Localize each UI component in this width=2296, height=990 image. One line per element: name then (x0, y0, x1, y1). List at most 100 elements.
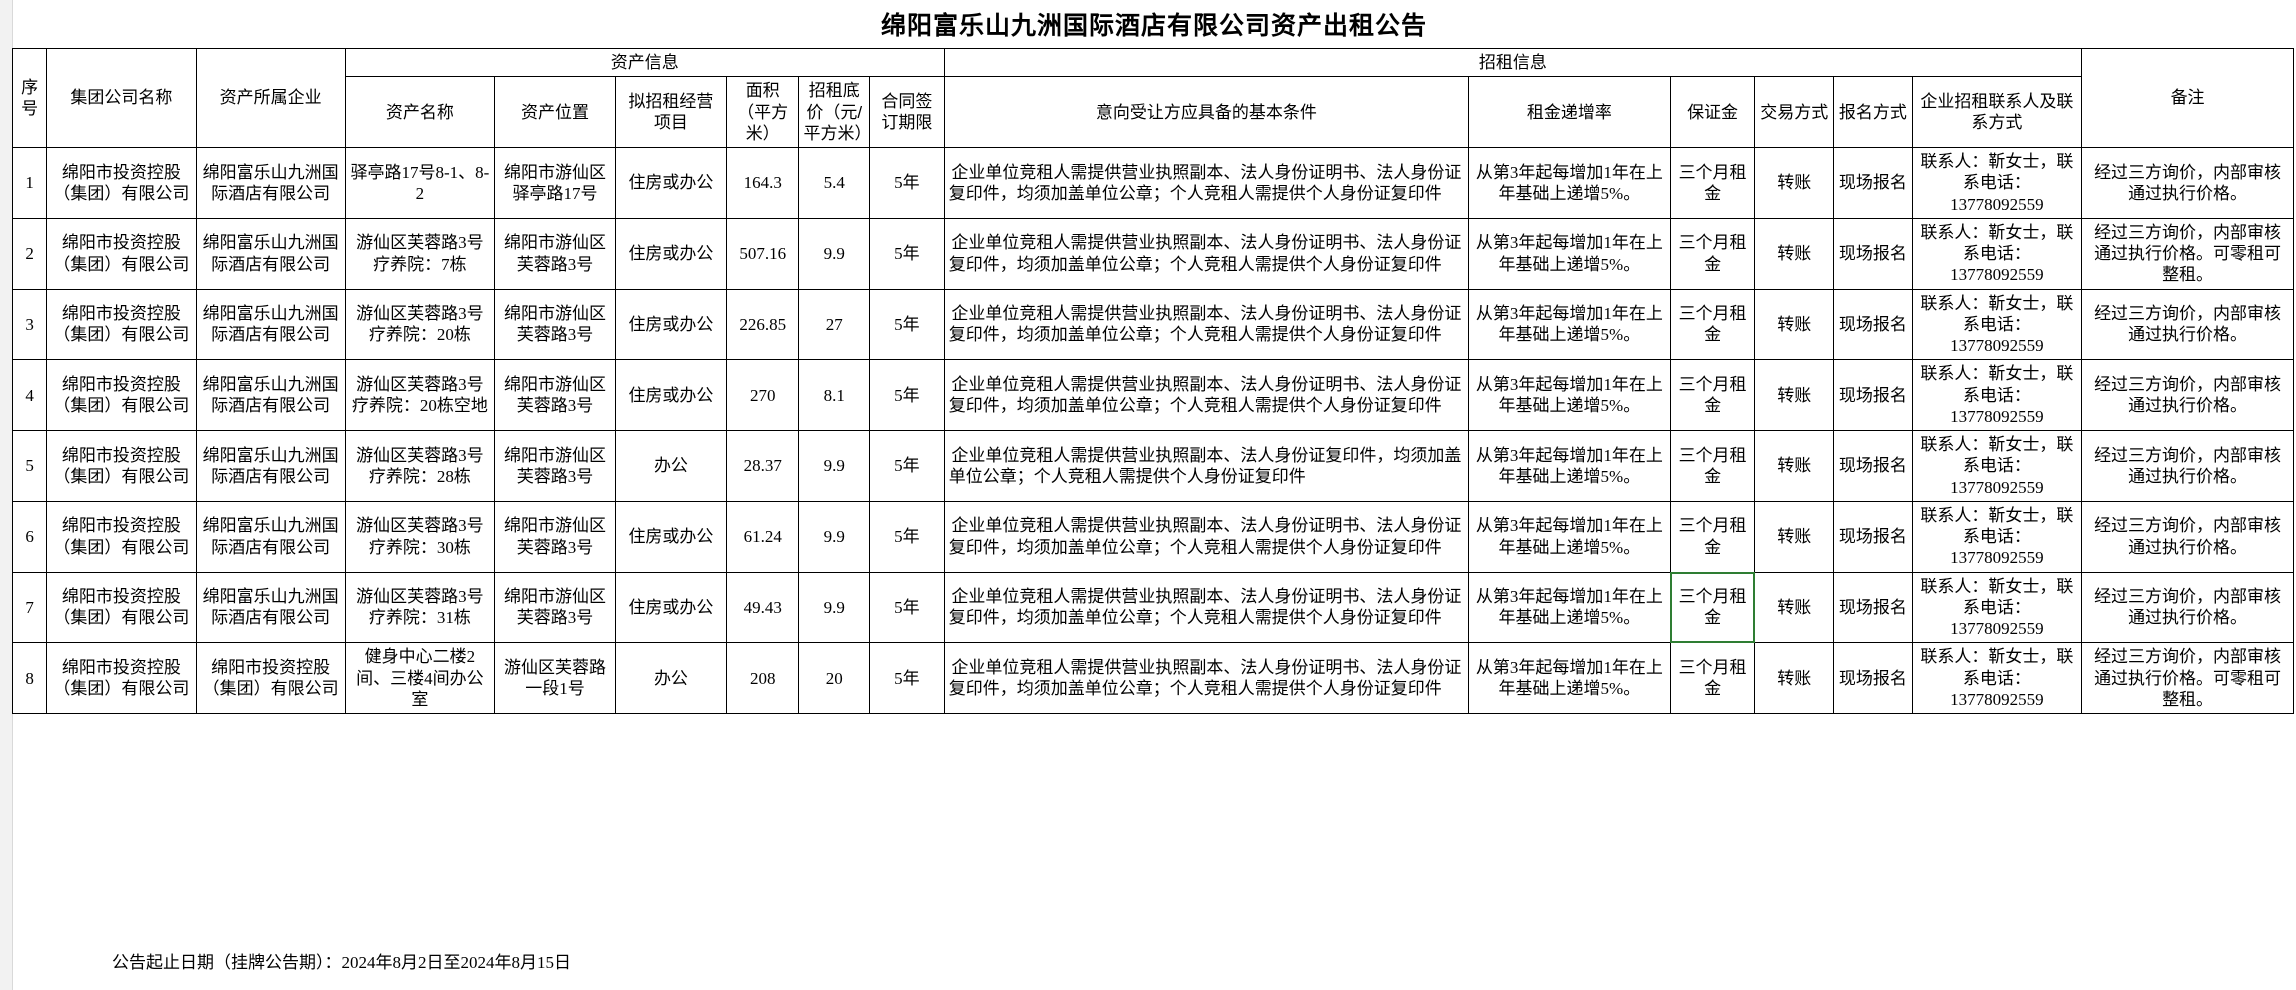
cell-asset-name[interactable]: 驿亭路17号8-1、8-2 (344, 147, 495, 219)
cell-group-company[interactable]: 绵阳市投资控股（集团）有限公司 (46, 217, 197, 290)
cell-seq[interactable]: 6 (11, 500, 48, 573)
cell-intended-business[interactable]: 住房或办公 (614, 147, 727, 219)
cell-seq[interactable]: 1 (11, 147, 48, 219)
cell-application-method[interactable]: 现场报名 (1833, 217, 1913, 290)
cell-base-price[interactable]: 20 (798, 642, 871, 714)
cell-rent-increase[interactable]: 从第3年起每增加1年在上年基础上递增5%。 (1468, 359, 1671, 431)
cell-intended-business[interactable]: 住房或办公 (614, 288, 727, 361)
cell-contact[interactable]: 联系人：靳女士，联系电话：13778092559 (1911, 288, 2083, 361)
cell-transaction-method[interactable]: 转账 (1754, 288, 1835, 361)
cell-deposit[interactable]: 三个月租金 (1669, 500, 1756, 573)
cell-asset-location[interactable]: 绵阳市游仙区驿亭路17号 (493, 147, 616, 219)
cell-basic-conditions[interactable]: 企业单位竞租人需提供营业执照副本、法人身份证明书、法人身份证复印件，均须加盖单位… (943, 217, 1470, 290)
cell-asset-name[interactable]: 游仙区芙蓉路3号疗养院：20栋空地 (344, 359, 495, 431)
table-row[interactable]: 2 绵阳市投资控股（集团）有限公司 绵阳富乐山九洲国际酒店有限公司 游仙区芙蓉路3号疗… (11, 217, 2294, 290)
cell-rent-increase[interactable]: 从第3年起每增加1年在上年基础上递增5%。 (1468, 217, 1671, 290)
table-row[interactable]: 4 绵阳市投资控股（集团）有限公司 绵阳富乐山九洲国际酒店有限公司 游仙区芙蓉路3号疗… (11, 359, 2294, 431)
cell-remarks[interactable]: 经过三方询价，内部审核通过执行价格。 (2081, 430, 2294, 502)
cell-contact[interactable]: 联系人：靳女士，联系电话：13778092559 (1911, 147, 2083, 219)
cell-owner-enterprise[interactable]: 绵阳富乐山九洲国际酒店有限公司 (195, 217, 346, 290)
cell-transaction-method[interactable]: 转账 (1754, 359, 1835, 431)
cell-area[interactable]: 208 (725, 642, 800, 714)
cell-remarks[interactable]: 经过三方询价，内部审核通过执行价格。可零租可整租。 (2081, 217, 2294, 290)
cell-basic-conditions[interactable]: 企业单位竞租人需提供营业执照副本、法人身份证明书、法人身份证复印件，均须加盖单位… (943, 642, 1470, 714)
cell-remarks[interactable]: 经过三方询价，内部审核通过执行价格。 (2081, 288, 2294, 361)
cell-application-method[interactable]: 现场报名 (1833, 500, 1913, 573)
cell-basic-conditions[interactable]: 企业单位竞租人需提供营业执照副本、法人身份证明书、法人身份证复印件，均须加盖单位… (943, 288, 1470, 361)
cell-area[interactable]: 61.24 (725, 500, 800, 573)
cell-owner-enterprise[interactable]: 绵阳富乐山九洲国际酒店有限公司 (195, 430, 346, 502)
cell-contact[interactable]: 联系人：靳女士，联系电话：13778092559 (1911, 430, 2083, 502)
table-row[interactable]: 5 绵阳市投资控股（集团）有限公司 绵阳富乐山九洲国际酒店有限公司 游仙区芙蓉路3号疗… (11, 430, 2294, 502)
cell-contract-term[interactable]: 5年 (869, 147, 945, 219)
cell-contact[interactable]: 联系人：靳女士，联系电话：13778092559 (1911, 500, 2083, 573)
cell-area[interactable]: 28.37 (725, 430, 800, 502)
cell-contact[interactable]: 联系人：靳女士，联系电话：13778092559 (1911, 642, 2083, 714)
table-row[interactable]: 6 绵阳市投资控股（集团）有限公司 绵阳富乐山九洲国际酒店有限公司 游仙区芙蓉路3号疗… (11, 500, 2294, 573)
cell-rent-increase[interactable]: 从第3年起每增加1年在上年基础上递增5%。 (1468, 571, 1671, 644)
cell-area[interactable]: 164.3 (725, 147, 800, 219)
cell-deposit-selected[interactable]: 三个月租金 (1669, 571, 1756, 644)
cell-asset-location[interactable]: 游仙区芙蓉路一段1号 (493, 642, 616, 714)
cell-rent-increase[interactable]: 从第3年起每增加1年在上年基础上递增5%。 (1468, 430, 1671, 502)
cell-asset-name[interactable]: 游仙区芙蓉路3号疗养院：31栋 (344, 571, 495, 644)
cell-transaction-method[interactable]: 转账 (1754, 500, 1835, 573)
cell-base-price[interactable]: 9.9 (798, 430, 871, 502)
cell-transaction-method[interactable]: 转账 (1754, 642, 1835, 714)
cell-transaction-method[interactable]: 转账 (1754, 571, 1835, 644)
cell-application-method[interactable]: 现场报名 (1833, 571, 1913, 644)
cell-owner-enterprise[interactable]: 绵阳富乐山九洲国际酒店有限公司 (195, 359, 346, 431)
cell-basic-conditions[interactable]: 企业单位竞租人需提供营业执照副本、法人身份证明书、法人身份证复印件，均须加盖单位… (943, 359, 1470, 431)
table-row[interactable]: 3 绵阳市投资控股（集团）有限公司 绵阳富乐山九洲国际酒店有限公司 游仙区芙蓉路3号疗… (11, 288, 2294, 361)
table-row[interactable]: 7 绵阳市投资控股（集团）有限公司 绵阳富乐山九洲国际酒店有限公司 游仙区芙蓉路3号疗… (11, 571, 2294, 644)
cell-seq[interactable]: 2 (11, 217, 48, 290)
cell-group-company[interactable]: 绵阳市投资控股（集团）有限公司 (46, 571, 197, 644)
cell-base-price[interactable]: 9.9 (798, 217, 871, 290)
cell-intended-business[interactable]: 办公 (614, 430, 727, 502)
cell-group-company[interactable]: 绵阳市投资控股（集团）有限公司 (46, 430, 197, 502)
cell-seq[interactable]: 4 (11, 359, 48, 431)
cell-base-price[interactable]: 5.4 (798, 147, 871, 219)
cell-transaction-method[interactable]: 转账 (1754, 217, 1835, 290)
cell-application-method[interactable]: 现场报名 (1833, 359, 1913, 431)
cell-asset-location[interactable]: 绵阳市游仙区芙蓉路3号 (493, 217, 616, 290)
cell-contract-term[interactable]: 5年 (869, 430, 945, 502)
cell-contract-term[interactable]: 5年 (869, 642, 945, 714)
cell-area[interactable]: 270 (725, 359, 800, 431)
cell-base-price[interactable]: 9.9 (798, 500, 871, 573)
cell-area[interactable]: 507.16 (725, 217, 800, 290)
cell-remarks[interactable]: 经过三方询价，内部审核通过执行价格。 (2081, 359, 2294, 431)
cell-asset-location[interactable]: 绵阳市游仙区芙蓉路3号 (493, 359, 616, 431)
cell-rent-increase[interactable]: 从第3年起每增加1年在上年基础上递增5%。 (1468, 642, 1671, 714)
cell-remarks[interactable]: 经过三方询价，内部审核通过执行价格。可零租可整租。 (2081, 642, 2294, 714)
cell-asset-name[interactable]: 游仙区芙蓉路3号疗养院：20栋 (344, 288, 495, 361)
cell-rent-increase[interactable]: 从第3年起每增加1年在上年基础上递增5%。 (1468, 147, 1671, 219)
cell-transaction-method[interactable]: 转账 (1754, 147, 1835, 219)
cell-group-company[interactable]: 绵阳市投资控股（集团）有限公司 (46, 147, 197, 219)
cell-intended-business[interactable]: 住房或办公 (614, 217, 727, 290)
cell-owner-enterprise[interactable]: 绵阳富乐山九洲国际酒店有限公司 (195, 147, 346, 219)
cell-remarks[interactable]: 经过三方询价，内部审核通过执行价格。 (2081, 571, 2294, 644)
cell-contract-term[interactable]: 5年 (869, 288, 945, 361)
cell-asset-name[interactable]: 游仙区芙蓉路3号疗养院：7栋 (344, 217, 495, 290)
cell-intended-business[interactable]: 住房或办公 (614, 571, 727, 644)
table-row[interactable]: 1 绵阳市投资控股（集团）有限公司 绵阳富乐山九洲国际酒店有限公司 驿亭路17号8-1… (11, 147, 2294, 219)
cell-owner-enterprise[interactable]: 绵阳市投资控股（集团）有限公司 (195, 642, 346, 714)
cell-contact[interactable]: 联系人：靳女士，联系电话：13778092559 (1911, 571, 2083, 644)
cell-application-method[interactable]: 现场报名 (1833, 430, 1913, 502)
cell-deposit[interactable]: 三个月租金 (1669, 359, 1756, 431)
cell-group-company[interactable]: 绵阳市投资控股（集团）有限公司 (46, 288, 197, 361)
cell-rent-increase[interactable]: 从第3年起每增加1年在上年基础上递增5%。 (1468, 288, 1671, 361)
cell-group-company[interactable]: 绵阳市投资控股（集团）有限公司 (46, 500, 197, 573)
cell-owner-enterprise[interactable]: 绵阳富乐山九洲国际酒店有限公司 (195, 571, 346, 644)
cell-intended-business[interactable]: 住房或办公 (614, 359, 727, 431)
cell-remarks[interactable]: 经过三方询价，内部审核通过执行价格。 (2081, 147, 2294, 219)
cell-seq[interactable]: 5 (11, 430, 48, 502)
cell-owner-enterprise[interactable]: 绵阳富乐山九洲国际酒店有限公司 (195, 288, 346, 361)
cell-asset-name[interactable]: 游仙区芙蓉路3号疗养院：30栋 (344, 500, 495, 573)
cell-asset-location[interactable]: 绵阳市游仙区芙蓉路3号 (493, 288, 616, 361)
cell-intended-business[interactable]: 办公 (614, 642, 727, 714)
cell-base-price[interactable]: 9.9 (798, 571, 871, 644)
cell-area[interactable]: 49.43 (725, 571, 800, 644)
cell-application-method[interactable]: 现场报名 (1833, 288, 1913, 361)
